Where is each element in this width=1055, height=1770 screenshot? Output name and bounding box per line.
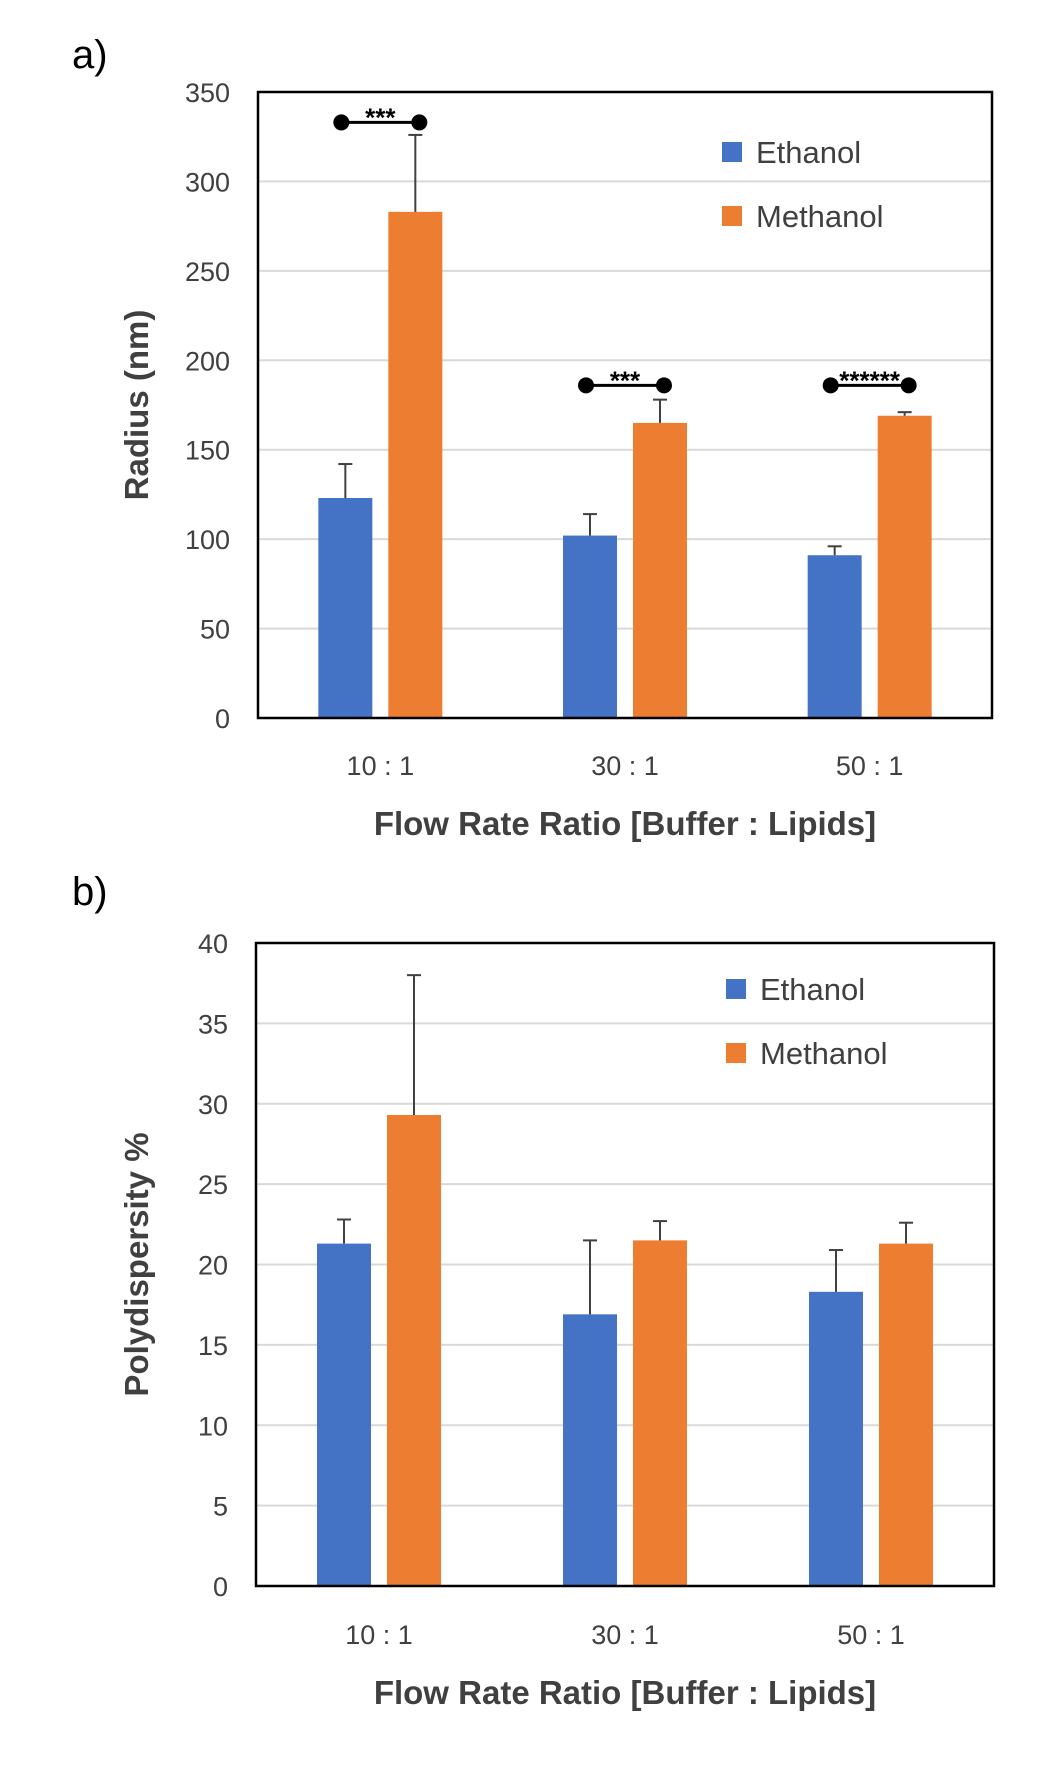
legend: Ethanol Methanol xyxy=(722,135,884,234)
bar-methanol-1 xyxy=(388,211,443,718)
bar-methanol-1 xyxy=(387,1115,441,1586)
legend-label: Methanol xyxy=(760,1036,888,1071)
bar-ethanol-3 xyxy=(809,1291,863,1586)
x-axis-title: Flow Rate Ratio [Buffer : Lipids] xyxy=(374,1674,876,1711)
y-tick-label: 350 xyxy=(185,78,230,108)
legend-label: Methanol xyxy=(756,199,884,234)
significance-label: *** xyxy=(365,102,396,132)
y-tick-label: 40 xyxy=(198,929,228,959)
legend-swatch-ethanol xyxy=(722,142,742,162)
significance-dot xyxy=(900,377,917,394)
legend-label: Ethanol xyxy=(760,972,865,1007)
x-tick-label: 30 : 1 xyxy=(591,751,659,781)
bar-methanol-2 xyxy=(633,1240,687,1586)
panel-label: b) xyxy=(72,870,108,914)
x-tick-label: 50 : 1 xyxy=(837,1620,905,1650)
x-axis-title: Flow Rate Ratio [Buffer : Lipids] xyxy=(374,805,876,842)
y-tick-label: 0 xyxy=(213,1572,228,1602)
bar-ethanol-2 xyxy=(563,1314,617,1586)
legend-swatch-methanol xyxy=(722,206,742,226)
bar-ethanol-3 xyxy=(807,555,862,718)
y-tick-label: 150 xyxy=(185,436,230,466)
significance-dot xyxy=(656,377,672,394)
plot-frame xyxy=(254,941,996,1588)
y-tick-label: 0 xyxy=(215,704,230,734)
significance-dot xyxy=(822,377,839,394)
x-tick-label: 30 : 1 xyxy=(591,1620,659,1650)
bar-ethanol-2 xyxy=(563,535,617,718)
significance-label: ****** xyxy=(839,365,901,395)
y-tick-label: 5 xyxy=(213,1492,228,1522)
y-tick-label: 15 xyxy=(198,1331,228,1361)
x-tick-label: 10 : 1 xyxy=(347,751,415,781)
y-axis-title: Radius (nm) xyxy=(118,310,155,501)
y-axis-title: Polydispersity % xyxy=(118,1132,155,1396)
y-tick-label: 200 xyxy=(185,346,230,376)
significance-dot xyxy=(578,377,594,394)
y-tick-label: 250 xyxy=(185,257,230,287)
legend-label: Ethanol xyxy=(756,135,861,170)
y-tick-label: 35 xyxy=(198,1009,228,1039)
bar-methanol-3 xyxy=(877,415,932,718)
bar-methanol-3 xyxy=(879,1243,933,1586)
y-tick-label: 20 xyxy=(198,1251,228,1281)
legend: Ethanol Methanol xyxy=(726,972,888,1071)
bar-ethanol-1 xyxy=(317,1243,371,1586)
chart-panel-a: a) 0 50 100 150 200 250 300 350 10 : 1 30 : 1 50 : … xyxy=(72,33,994,842)
panel-label: a) xyxy=(72,33,108,77)
significance-dot xyxy=(411,114,428,131)
plot-frame xyxy=(256,90,994,720)
y-tick-label: 30 xyxy=(198,1090,228,1120)
y-tick-label: 25 xyxy=(198,1170,228,1200)
significance-dot xyxy=(333,114,350,131)
significance-label: *** xyxy=(610,365,641,395)
y-tick-label: 300 xyxy=(185,167,230,197)
y-tick-label: 10 xyxy=(198,1411,228,1441)
legend-swatch-methanol xyxy=(726,1043,746,1063)
legend-swatch-ethanol xyxy=(726,979,746,999)
x-tick-label: 10 : 1 xyxy=(345,1620,413,1650)
x-tick-label: 50 : 1 xyxy=(836,751,904,781)
bar-ethanol-1 xyxy=(318,498,373,718)
y-tick-label: 50 xyxy=(200,615,230,645)
y-tick-label: 100 xyxy=(185,525,230,555)
chart-panel-b: b) 0 5 10 15 20 25 30 35 40 10 : 1 30 : 1 50 : 1 Flow… xyxy=(72,870,996,1711)
bar-methanol-2 xyxy=(633,422,687,718)
